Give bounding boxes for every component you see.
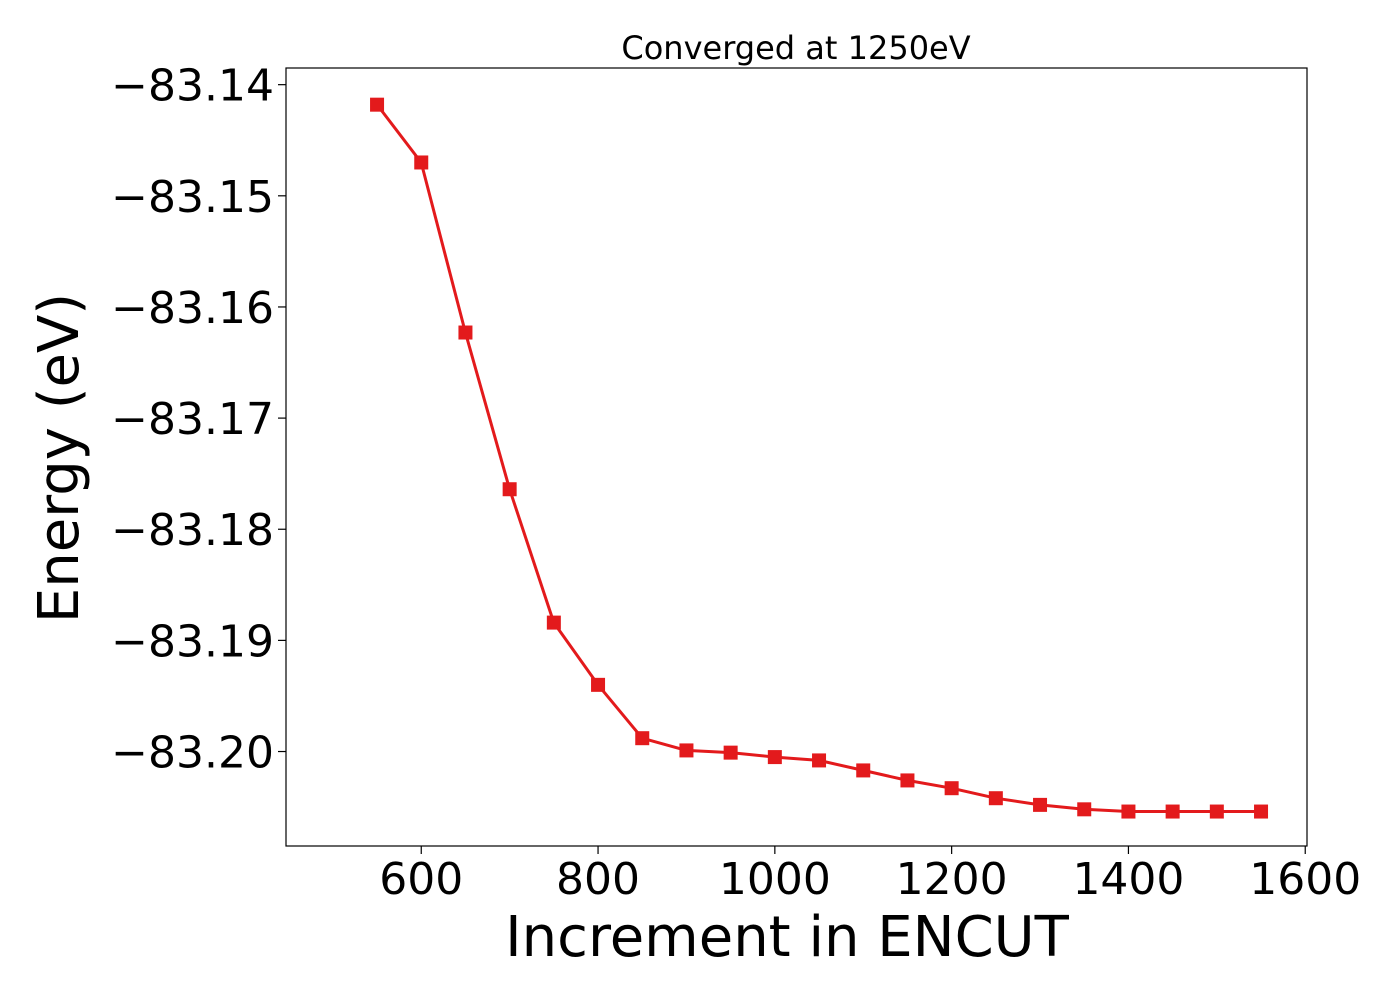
y-tick-label: −83.14 [111, 61, 274, 112]
data-point [1254, 804, 1269, 819]
chart-title: Converged at 1250eV [621, 29, 970, 67]
x-tick-label: 1400 [1072, 854, 1184, 905]
y-tick-label: −83.16 [111, 283, 274, 334]
x-tick-label: 800 [556, 854, 640, 905]
data-point [370, 97, 385, 112]
y-tick-label: −83.17 [111, 394, 274, 445]
x-tick-label: 1000 [719, 854, 831, 905]
y-tick-label: −83.18 [111, 505, 274, 556]
x-tick-label: 600 [379, 854, 463, 905]
data-point [635, 731, 650, 746]
data-point [767, 750, 782, 765]
y-tick-label: −83.20 [111, 728, 274, 779]
y-axis: −83.14 −83.15 −83.16 −83.17 −83.18 −83.19 −83.… [111, 61, 286, 779]
y-tick-label: −83.15 [111, 172, 274, 223]
data-point [679, 743, 694, 758]
data-point [458, 325, 473, 340]
y-axis-label: Energy (eV) [27, 293, 92, 623]
data-point [414, 155, 429, 170]
data-point [1121, 804, 1136, 819]
data-point [856, 763, 871, 778]
y-tick-label: −83.19 [111, 616, 274, 667]
data-point [723, 745, 738, 760]
data-point [591, 677, 606, 692]
data-point [1033, 797, 1048, 812]
data-point [546, 615, 561, 630]
data-point [1209, 804, 1224, 819]
data-point [988, 791, 1003, 806]
data-point [502, 482, 517, 497]
data-point [1165, 804, 1180, 819]
x-tick-label: 1600 [1249, 854, 1361, 905]
x-tick-label: 1200 [896, 854, 1008, 905]
plot-area [285, 67, 1308, 847]
x-axis: 600 800 1000 1200 1400 1600 [379, 846, 1361, 905]
data-point [944, 781, 959, 796]
x-axis-label: Increment in ENCUT [505, 905, 1070, 970]
data-point [900, 773, 915, 788]
data-point [1077, 802, 1092, 817]
data-point [812, 753, 827, 768]
series-layer [370, 97, 1269, 819]
